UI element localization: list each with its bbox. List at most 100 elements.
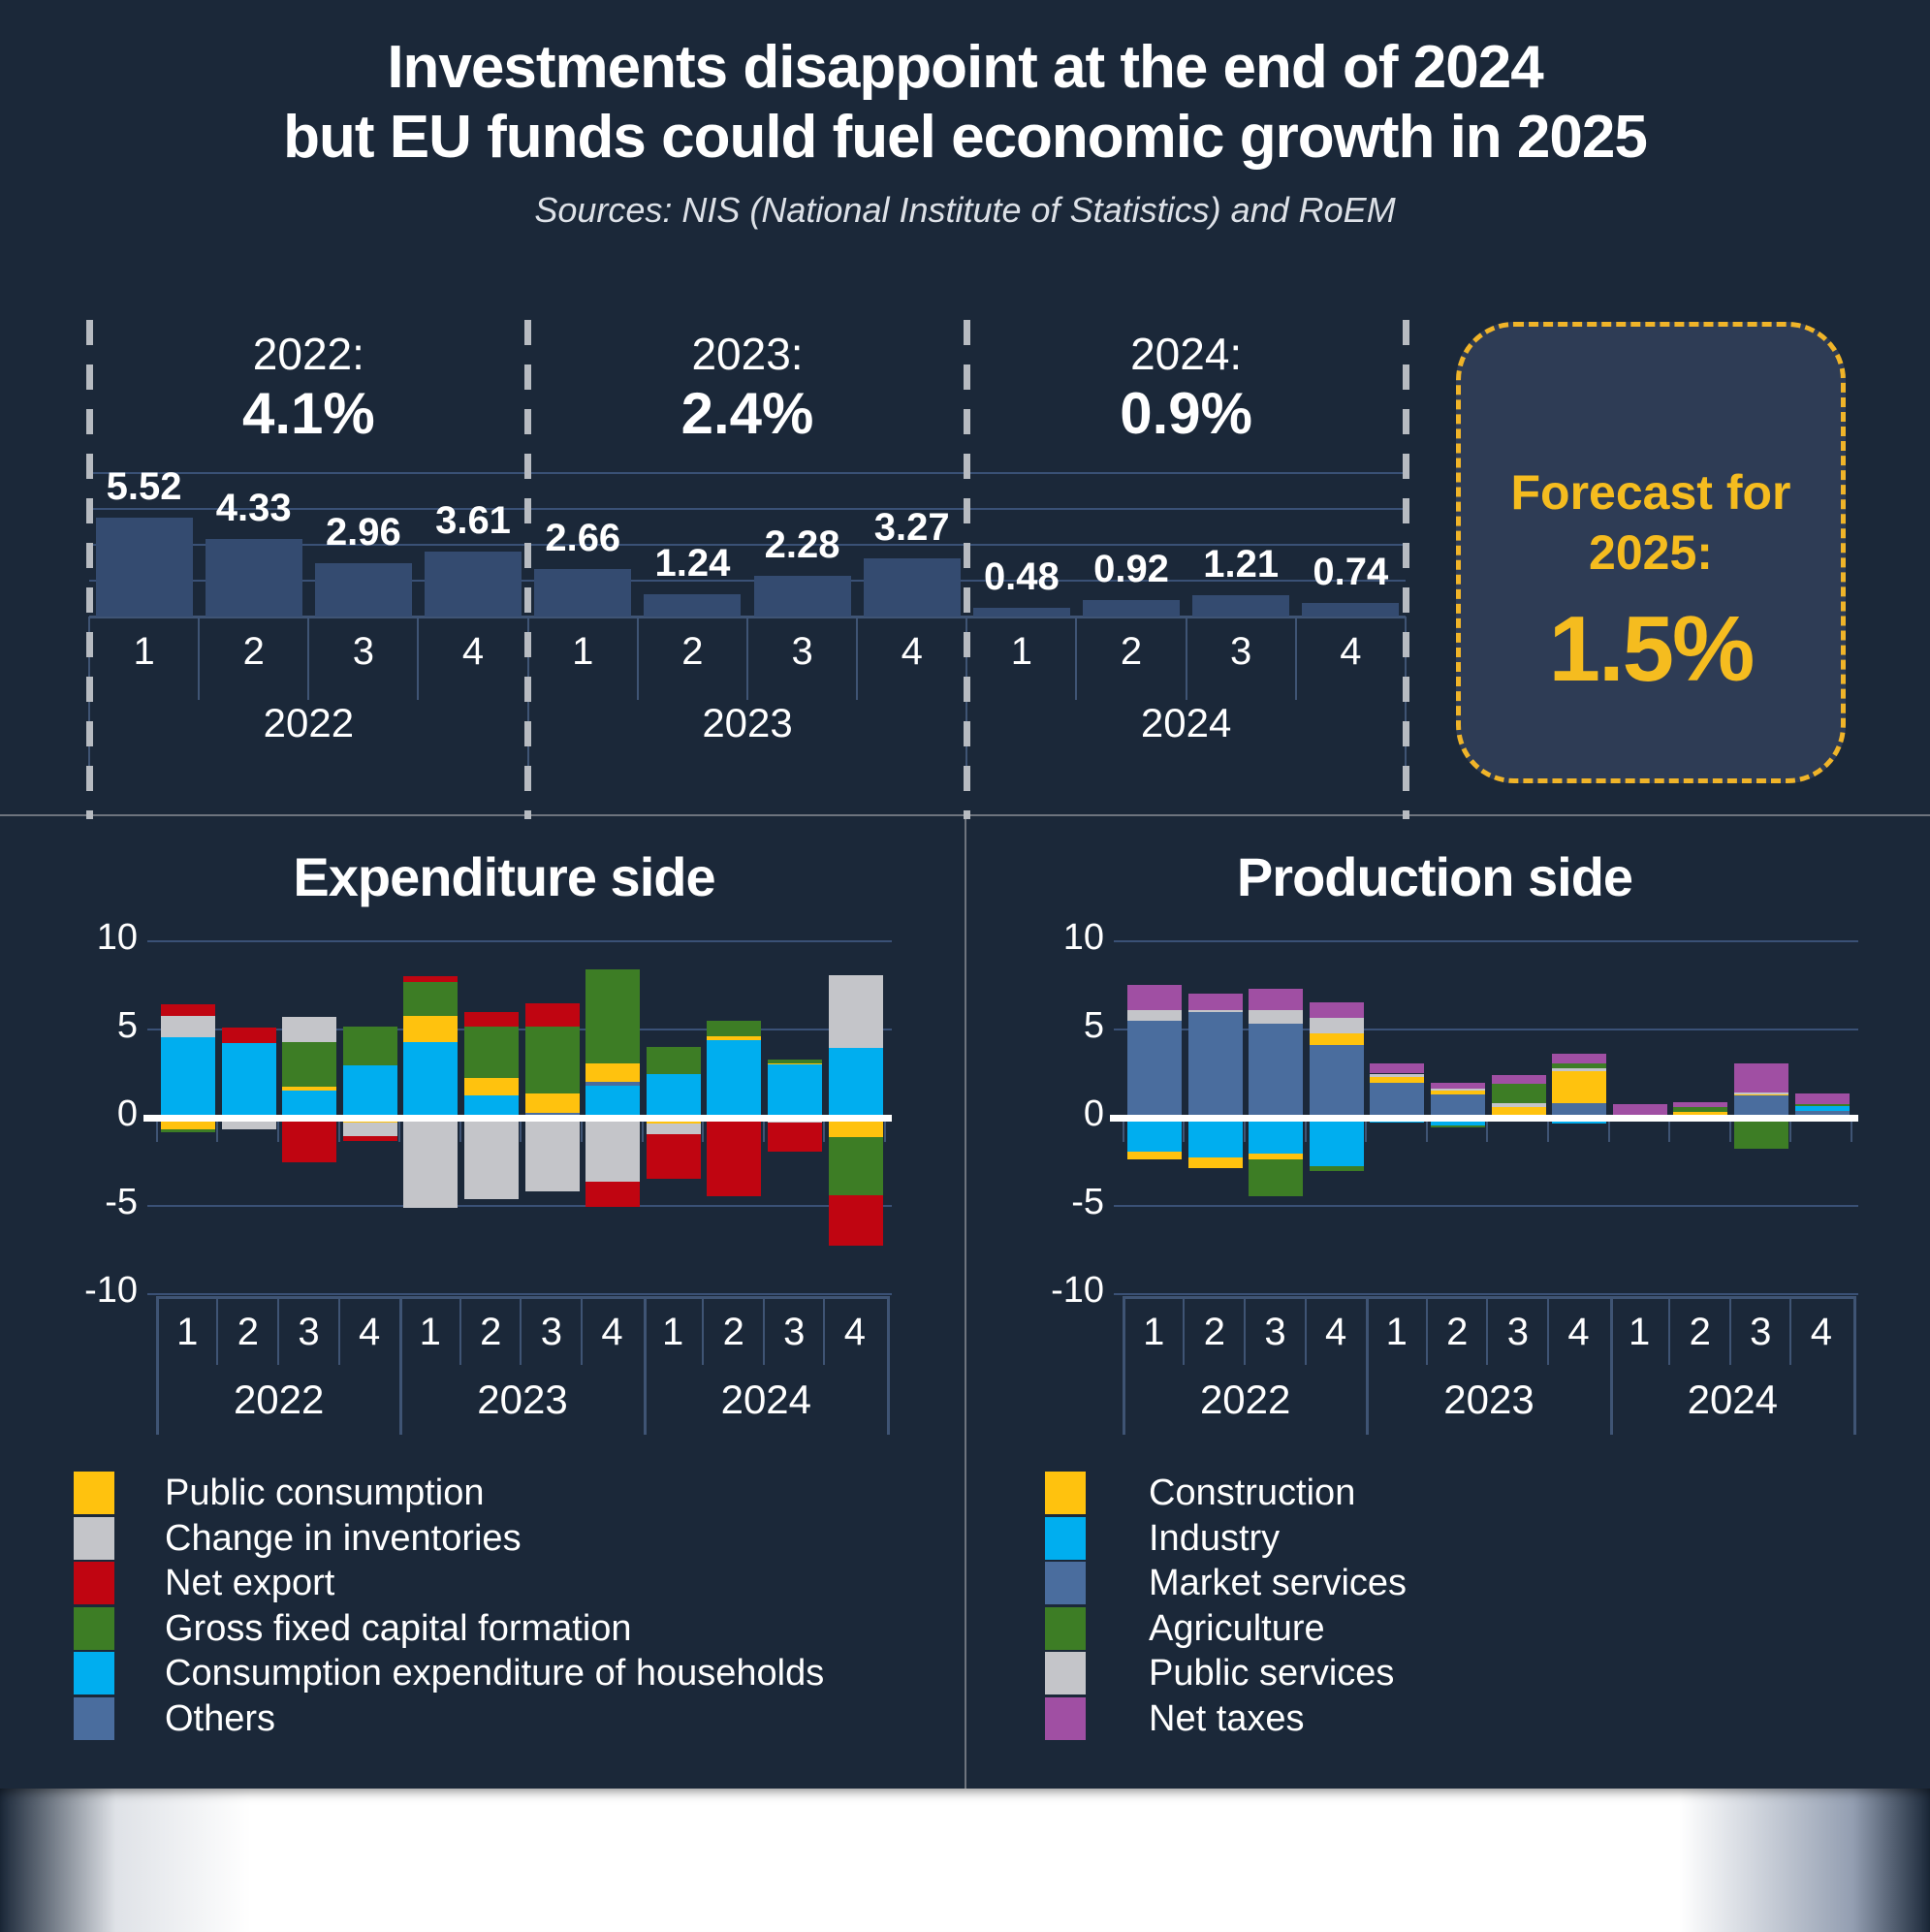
bar-segment-market_services [1127, 1020, 1182, 1118]
bar-segment-gfcf [464, 1027, 519, 1079]
bar-segment-net_taxes [1491, 1075, 1546, 1085]
quarter-label: 4 [1324, 1311, 1347, 1353]
zero-tick [580, 1121, 583, 1142]
year-label: 2022 [233, 1377, 325, 1422]
bar-segment-construction [1431, 1090, 1485, 1095]
bar-segment-public_consumption [282, 1087, 337, 1091]
year-annual-growth: 2.4% [680, 381, 814, 446]
bar-segment-public_services [1370, 1073, 1425, 1078]
quarter-label: 4 [358, 1311, 381, 1353]
x-axis-quarter-separator [762, 1296, 765, 1365]
bar-segment-inventories [282, 1017, 337, 1042]
gdp-bar [425, 552, 522, 617]
y-tick-label: 5 [116, 1005, 138, 1046]
quarter-label: 3 [1264, 1311, 1286, 1353]
quarter-label: 1 [1010, 630, 1032, 673]
title-line-1: Investments disappoint at the end of 202… [387, 34, 1543, 101]
quarter-label: 3 [1230, 630, 1252, 673]
production-chart-title: Production side [1236, 846, 1633, 907]
bar-segment-net_taxes [1370, 1063, 1425, 1074]
bar-segment-industry [1794, 1106, 1850, 1111]
gdp-bar-value-label: 4.33 [215, 486, 292, 529]
bar-segment-gfcf [707, 1020, 762, 1037]
quarter-separator [856, 617, 859, 700]
bar-segment-households [707, 1039, 762, 1118]
quarter-label: 1 [133, 630, 155, 673]
legend-label-public_consumption: Public consumption [165, 1473, 485, 1513]
year-label: 2023 [1443, 1377, 1535, 1422]
forecast-value: 1.5% [1548, 597, 1756, 701]
quarter-separator [1294, 617, 1297, 700]
bar-segment-public_consumption [828, 1118, 883, 1138]
legend-swatch-construction [1045, 1472, 1086, 1514]
quarter-label: 1 [1143, 1311, 1165, 1353]
quarter-separator [636, 617, 639, 700]
gdp-bar-value-label: 0.74 [1313, 551, 1389, 594]
quarter-label: 3 [1750, 1311, 1772, 1353]
year-label: 2022 [1199, 1377, 1291, 1422]
year-header: 2024: 0.9% [966, 327, 1406, 447]
bar-segment-net_taxes [1612, 1104, 1667, 1116]
year-label: 2023 [702, 700, 793, 745]
bar-segment-inventories [161, 1016, 215, 1038]
bar-segment-construction [1127, 1152, 1182, 1159]
bar-segment-net_taxes [1734, 1063, 1788, 1093]
bar-segment-inventories [403, 1118, 459, 1208]
bar-segment-inventories [524, 1118, 580, 1192]
x-axis-year-separator [1123, 1296, 1125, 1435]
bar-segment-net_export [707, 1118, 762, 1196]
forecast-line-2: 2025: [1589, 525, 1713, 580]
quarter-separator [746, 617, 748, 700]
zero-tick [1546, 1121, 1549, 1142]
year-divider-dashed [963, 320, 970, 819]
gdp-bar [972, 608, 1070, 617]
gridline [1114, 940, 1858, 942]
x-axis-year-separator [156, 1296, 159, 1435]
expenditure-chart-title: Expenditure side [293, 846, 715, 907]
zero-tick [337, 1121, 340, 1142]
gdp-bar [314, 563, 412, 617]
bar-segment-public_consumption [464, 1078, 519, 1096]
bar-segment-households [464, 1095, 519, 1118]
legend-swatch-households [74, 1652, 114, 1694]
quarter-label: 2 [1446, 1311, 1469, 1353]
bar-segment-net_taxes [1673, 1101, 1728, 1108]
y-tick-label: 0 [1083, 1093, 1104, 1134]
gdp-bar-value-label: 2.66 [545, 516, 621, 559]
bar-segment-gfcf [585, 969, 641, 1063]
quarter-label: 1 [661, 1311, 684, 1353]
bar-segment-market_services [1309, 1045, 1364, 1118]
gdp-bar-value-label: 1.21 [1203, 542, 1280, 586]
quarter-label: 2 [480, 1311, 502, 1353]
bar-segment-gfcf [282, 1041, 337, 1088]
bar-segment-industry [1309, 1118, 1364, 1167]
y-tick-label: 5 [1083, 1005, 1104, 1046]
bar-segment-construction [1491, 1107, 1546, 1117]
zero-tick [1304, 1121, 1307, 1142]
x-axis-year-separator [1609, 1296, 1613, 1435]
bar-segment-public_services [1309, 1018, 1364, 1033]
bar-segment-inventories [646, 1124, 701, 1135]
bar-segment-net_export [282, 1118, 337, 1162]
legend-swatch-net_export [74, 1562, 114, 1604]
legend-label-net_taxes: Net taxes [1149, 1697, 1305, 1739]
x-axis-quarter-separator [337, 1296, 340, 1365]
legend-label-net_export: Net export [165, 1563, 335, 1603]
gdp-bar-value-label: 2.96 [325, 511, 401, 554]
quarter-label: 3 [1506, 1311, 1530, 1353]
quarter-label: 4 [1567, 1311, 1590, 1353]
x-axis-quarter-separator [1789, 1296, 1792, 1365]
bar-segment-agriculture [1794, 1104, 1850, 1107]
x-axis-quarter-separator [459, 1296, 461, 1365]
legend-label-inventories: Change in inventories [165, 1517, 522, 1559]
gridline [1114, 1205, 1858, 1207]
bar-segment-net_taxes [1127, 984, 1182, 1010]
bar-segment-public_services [1249, 1009, 1304, 1024]
gdp-bar [1192, 594, 1290, 617]
bar-segment-construction [1734, 1094, 1788, 1096]
bar-segment-net_export [403, 976, 459, 982]
x-axis-quarter-separator [216, 1296, 219, 1365]
bar-segment-households [646, 1074, 701, 1118]
axis-baseline [966, 616, 1406, 618]
gdp-bar-value-label: 2.28 [764, 523, 840, 566]
